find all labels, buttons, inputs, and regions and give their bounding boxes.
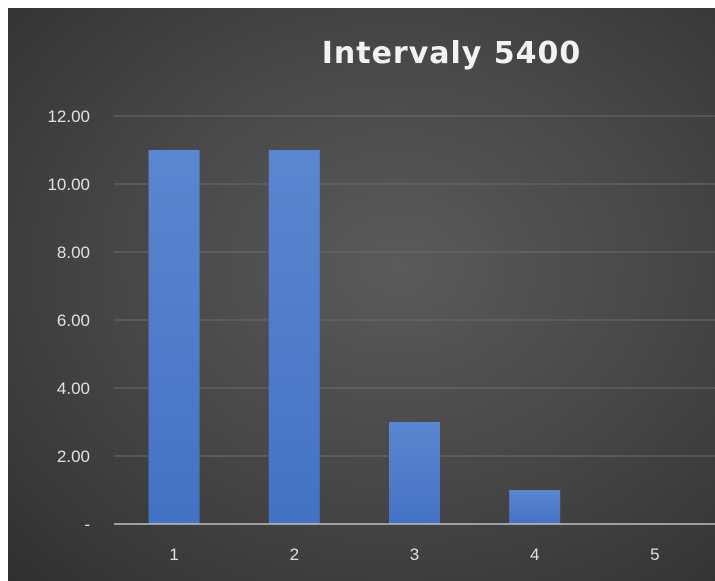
bar <box>389 422 440 524</box>
bar <box>509 490 561 524</box>
bar <box>268 150 320 524</box>
y-tick-label: 2.00 <box>57 447 90 466</box>
bar <box>148 150 200 524</box>
y-tick-label: - <box>84 515 90 534</box>
chart-title: Intervaly 5400 <box>321 36 582 71</box>
y-tick-label: 4.00 <box>57 379 90 398</box>
y-tick-label: 8.00 <box>57 243 90 262</box>
x-tick-label: 1 <box>169 545 178 564</box>
x-tick-label: 3 <box>410 545 419 564</box>
y-tick-label: 10.00 <box>47 175 90 194</box>
chart-area: Intervaly 5400 - 2.00 4.00 6.00 8.00 10.00 12.… <box>8 8 715 581</box>
plot-area: - 2.00 4.00 6.00 8.00 10.00 12.00 1 2 3 4 5 <box>47 107 715 564</box>
y-tick-label: 12.00 <box>47 107 90 126</box>
x-tick-label: 2 <box>290 545 299 564</box>
x-tick-label: 4 <box>530 545 539 564</box>
y-tick-label: 6.00 <box>57 311 90 330</box>
x-tick-label: 5 <box>650 545 659 564</box>
